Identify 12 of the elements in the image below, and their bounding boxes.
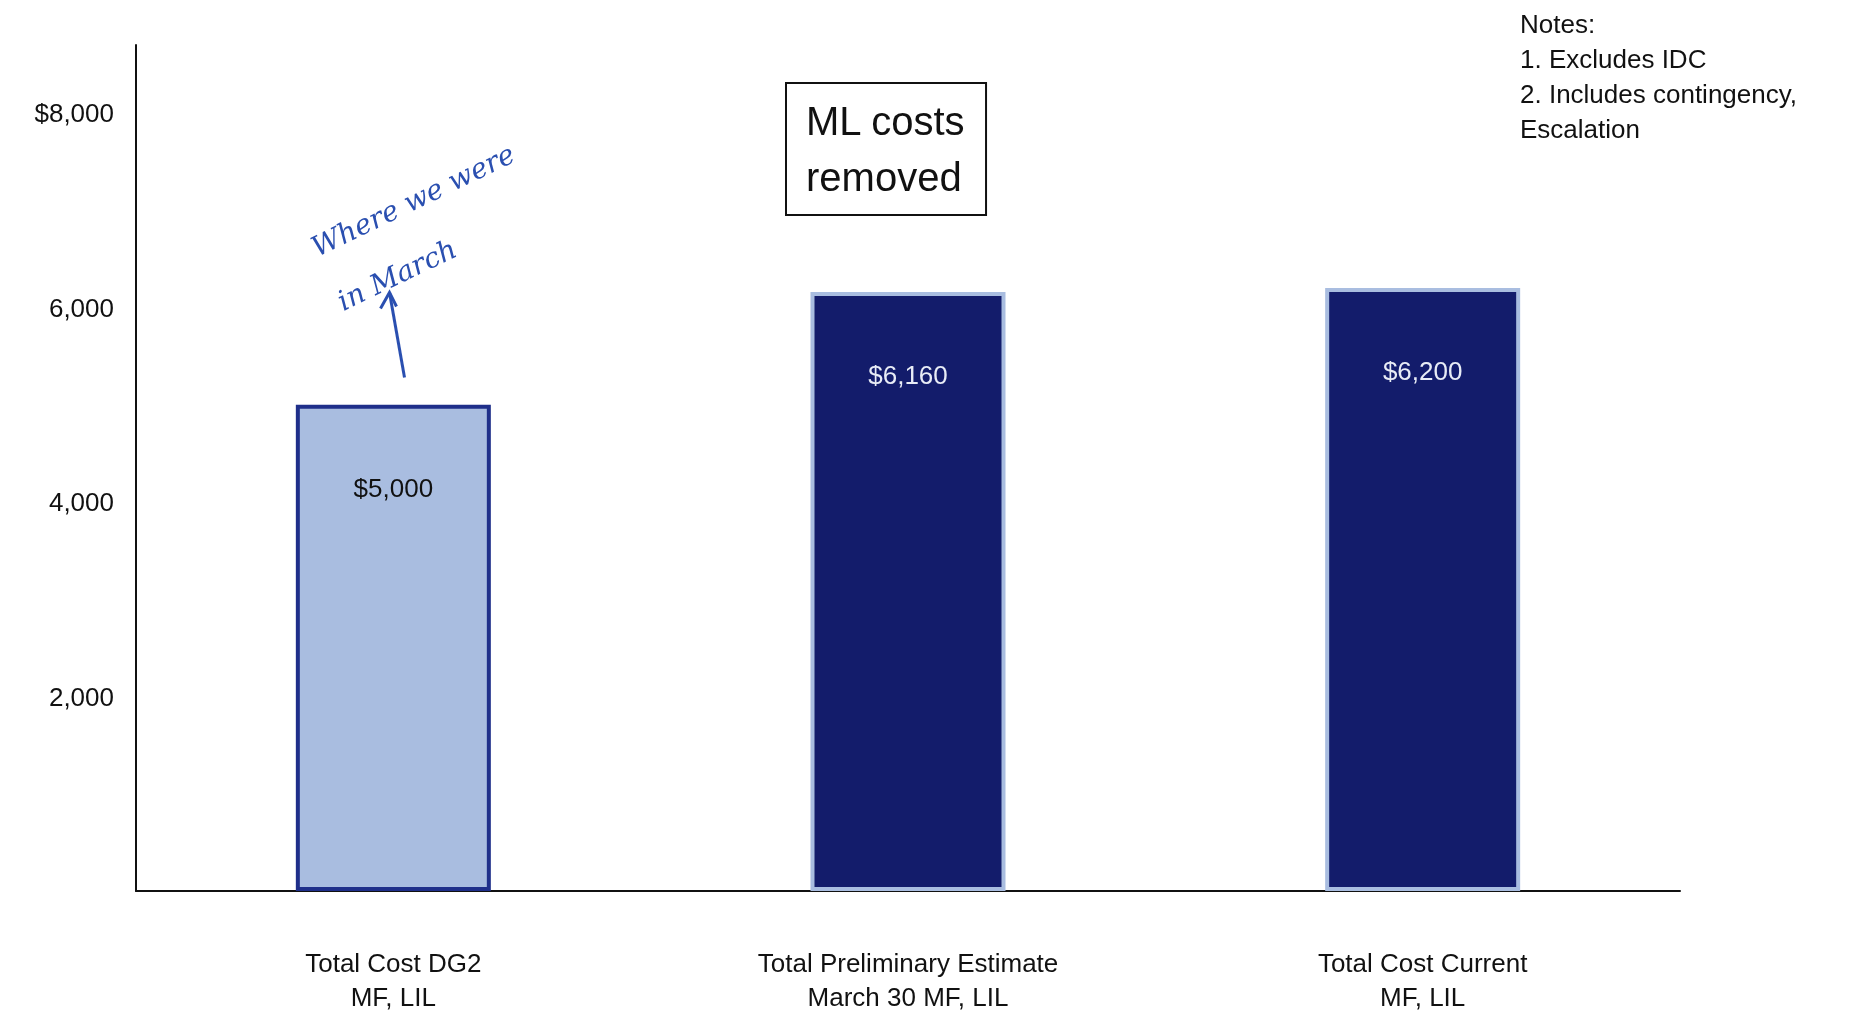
y-tick-label: 2,000	[48, 681, 114, 712]
x-tick-label: Total Cost DG2 MF, LIL	[305, 948, 482, 1012]
y-tick-label: 4,000	[48, 487, 114, 518]
annotation: Notes: 1. Excludes IDC 2. Includes contingency, Escalation	[1520, 8, 1798, 144]
x-tick-label: Total Preliminary Estimate March 30 MF, LIL	[757, 948, 1059, 1012]
y-tick-label: 6,000	[48, 292, 114, 323]
y-tick-label: $8,000	[34, 98, 114, 129]
x-tick-label: Total Cost Current MF, LIL	[1317, 948, 1529, 1012]
data-label: $6,200	[1382, 356, 1463, 387]
data-label: $6,160	[868, 359, 948, 390]
data-label: $5,000	[353, 472, 434, 503]
annotation: ML costs removed	[806, 99, 965, 199]
